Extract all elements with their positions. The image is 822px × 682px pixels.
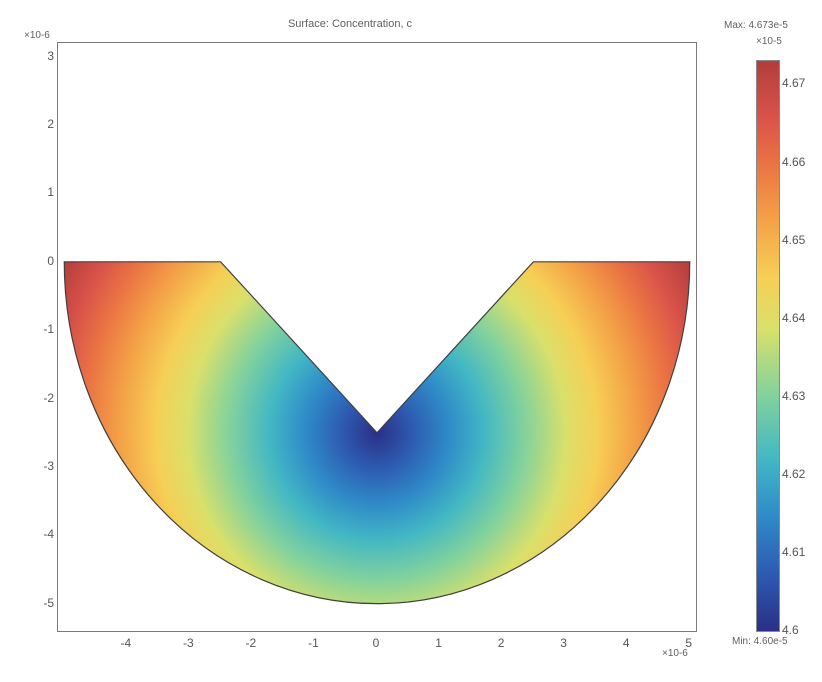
x-axis-exponent: ×10-6 bbox=[662, 648, 688, 659]
colorbar-tick-label: 4.66 bbox=[782, 155, 805, 169]
x-tick-label: 4 bbox=[623, 636, 630, 650]
x-tick-label: 2 bbox=[498, 636, 505, 650]
colorbar-tick-label: 4.63 bbox=[782, 389, 805, 403]
x-tick-label: -3 bbox=[183, 636, 194, 650]
y-axis-exponent: ×10-6 bbox=[24, 30, 50, 41]
y-tick-label: 0 bbox=[14, 254, 54, 268]
y-tick-label: 1 bbox=[14, 185, 54, 199]
colorbar-tick-label: 4.6 bbox=[782, 623, 799, 637]
colorbar-tick-label: 4.65 bbox=[782, 233, 805, 247]
x-tick-label: 0 bbox=[373, 636, 380, 650]
colorbar-tick-label: 4.62 bbox=[782, 467, 805, 481]
y-tick-label: 3 bbox=[14, 49, 54, 63]
x-tick-label: 1 bbox=[435, 636, 442, 650]
y-tick-label: -1 bbox=[14, 322, 54, 336]
y-tick-label: 2 bbox=[14, 117, 54, 131]
x-tick-label: -4 bbox=[120, 636, 131, 650]
colorbar-tick-label: 4.64 bbox=[782, 311, 805, 325]
x-tick-label: -1 bbox=[308, 636, 319, 650]
y-tick-label: -5 bbox=[14, 596, 54, 610]
colorbar-tick-label: 4.61 bbox=[782, 545, 805, 559]
x-tick-label: 3 bbox=[560, 636, 567, 650]
x-tick-label: -2 bbox=[246, 636, 257, 650]
colorbar-tick-label: 4.67 bbox=[782, 76, 805, 90]
plot-title: Surface: Concentration, c bbox=[0, 18, 700, 30]
x-tick-label: 5 bbox=[685, 636, 692, 650]
y-tick-label: -3 bbox=[14, 459, 54, 473]
colorbar-max-label: Max: 4.673e-5 bbox=[724, 20, 788, 31]
colorbar bbox=[756, 60, 780, 632]
colorbar-min-label: Min: 4.60e-5 bbox=[732, 636, 788, 647]
y-tick-label: -2 bbox=[14, 391, 54, 405]
plot-area bbox=[57, 42, 697, 632]
y-tick-label: -4 bbox=[14, 527, 54, 541]
surface-plot bbox=[58, 43, 696, 631]
figure: Surface: Concentration, c ×10-6 ×10-6 -5… bbox=[0, 0, 822, 682]
colorbar-exponent: ×10-5 bbox=[756, 36, 782, 47]
